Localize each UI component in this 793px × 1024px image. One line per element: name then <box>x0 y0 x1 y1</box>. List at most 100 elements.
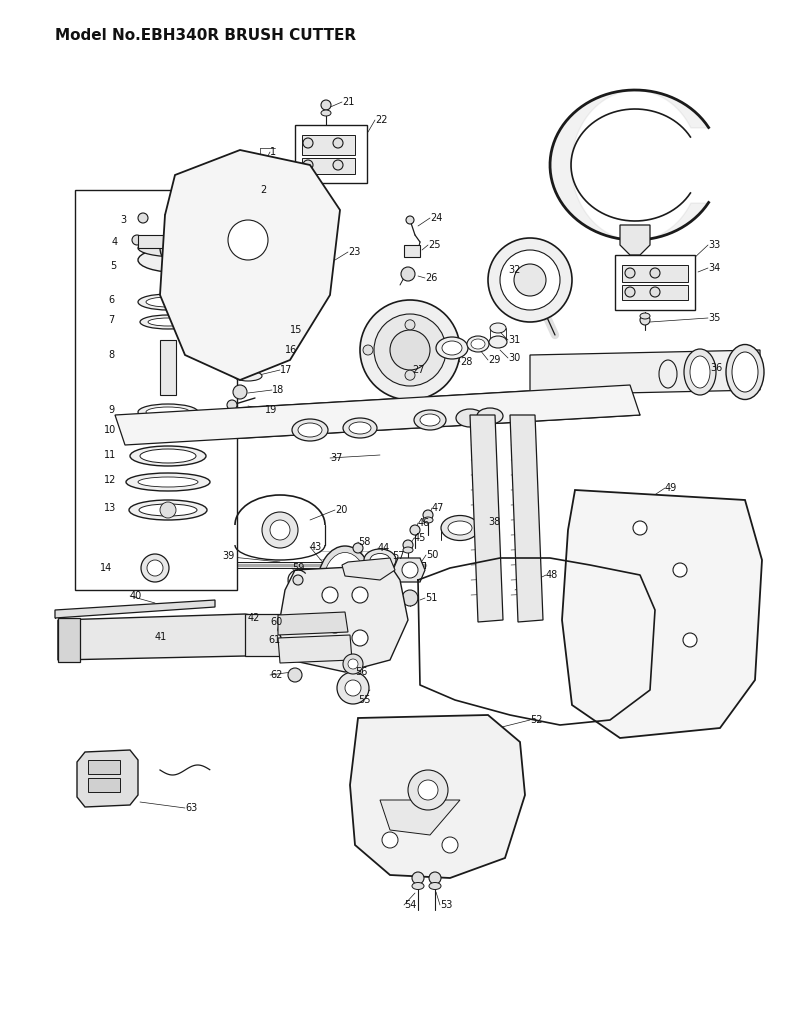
Circle shape <box>408 770 448 810</box>
Bar <box>88 778 120 792</box>
Polygon shape <box>138 234 218 248</box>
Ellipse shape <box>690 356 710 388</box>
Text: 15: 15 <box>290 325 302 335</box>
Bar <box>295 125 367 183</box>
Ellipse shape <box>146 407 190 417</box>
Circle shape <box>176 196 204 224</box>
Circle shape <box>262 512 298 548</box>
Ellipse shape <box>441 515 479 541</box>
Ellipse shape <box>245 336 271 344</box>
Polygon shape <box>55 600 215 618</box>
Text: 19: 19 <box>265 406 278 415</box>
Circle shape <box>322 587 338 603</box>
Polygon shape <box>530 350 760 395</box>
Text: 41: 41 <box>155 632 167 642</box>
Polygon shape <box>510 415 543 622</box>
Circle shape <box>337 672 369 705</box>
Ellipse shape <box>442 341 462 355</box>
Circle shape <box>418 780 438 800</box>
Polygon shape <box>470 415 503 622</box>
Circle shape <box>138 213 148 223</box>
Circle shape <box>500 250 560 310</box>
Circle shape <box>303 138 313 148</box>
Text: 52: 52 <box>530 715 542 725</box>
Text: 36: 36 <box>710 362 722 373</box>
Ellipse shape <box>423 517 433 523</box>
Text: 61: 61 <box>268 635 280 645</box>
Text: 10: 10 <box>104 425 117 435</box>
Ellipse shape <box>129 500 207 520</box>
Polygon shape <box>342 558 395 580</box>
Circle shape <box>402 590 418 606</box>
Text: 39: 39 <box>222 551 234 561</box>
Circle shape <box>382 831 398 848</box>
Circle shape <box>172 206 184 218</box>
Circle shape <box>270 520 290 540</box>
Text: 44: 44 <box>378 543 390 553</box>
Ellipse shape <box>130 446 206 466</box>
Text: 14: 14 <box>100 563 113 573</box>
Text: 58: 58 <box>358 537 370 547</box>
Circle shape <box>673 563 687 577</box>
Polygon shape <box>115 385 640 445</box>
Circle shape <box>401 267 415 281</box>
Circle shape <box>488 238 572 322</box>
Circle shape <box>327 617 343 633</box>
Polygon shape <box>302 135 355 155</box>
Circle shape <box>353 543 363 553</box>
Ellipse shape <box>467 336 489 352</box>
Text: 12: 12 <box>104 475 117 485</box>
Circle shape <box>321 100 331 110</box>
Polygon shape <box>278 565 408 672</box>
Circle shape <box>412 872 424 884</box>
Bar <box>404 245 420 257</box>
Ellipse shape <box>138 239 218 257</box>
Circle shape <box>132 234 142 245</box>
Text: 8: 8 <box>108 350 114 360</box>
Text: 43: 43 <box>310 542 322 552</box>
Ellipse shape <box>370 554 390 566</box>
Text: 35: 35 <box>708 313 720 323</box>
Text: 18: 18 <box>272 385 284 395</box>
Ellipse shape <box>414 410 446 430</box>
Ellipse shape <box>234 371 262 381</box>
Ellipse shape <box>126 473 210 490</box>
Ellipse shape <box>659 360 677 388</box>
Polygon shape <box>622 265 688 282</box>
Circle shape <box>406 216 414 224</box>
Bar <box>75 190 237 590</box>
Ellipse shape <box>420 414 440 426</box>
Circle shape <box>360 300 460 400</box>
Ellipse shape <box>412 883 424 890</box>
Text: 6: 6 <box>108 295 114 305</box>
Circle shape <box>405 371 415 380</box>
Circle shape <box>160 502 176 518</box>
Text: 2: 2 <box>260 185 266 195</box>
Text: 57: 57 <box>392 551 404 561</box>
Circle shape <box>403 540 413 550</box>
Text: 40: 40 <box>130 591 142 601</box>
Circle shape <box>228 220 268 260</box>
Bar <box>88 760 120 774</box>
Ellipse shape <box>490 323 506 333</box>
Text: 23: 23 <box>348 247 360 257</box>
Text: 1: 1 <box>270 147 276 157</box>
Circle shape <box>514 264 546 296</box>
Ellipse shape <box>403 547 413 553</box>
Text: 54: 54 <box>404 900 416 910</box>
Bar <box>615 255 695 310</box>
Circle shape <box>405 319 415 330</box>
Text: 17: 17 <box>280 365 293 375</box>
Circle shape <box>410 525 420 535</box>
Polygon shape <box>562 490 762 738</box>
Polygon shape <box>380 800 460 835</box>
Circle shape <box>147 560 163 575</box>
Text: 60: 60 <box>270 617 282 627</box>
Ellipse shape <box>732 352 758 392</box>
Circle shape <box>633 521 647 535</box>
Circle shape <box>447 345 457 355</box>
Text: 22: 22 <box>375 115 388 125</box>
Polygon shape <box>620 225 650 255</box>
Polygon shape <box>165 200 225 230</box>
Text: 9: 9 <box>108 406 114 415</box>
